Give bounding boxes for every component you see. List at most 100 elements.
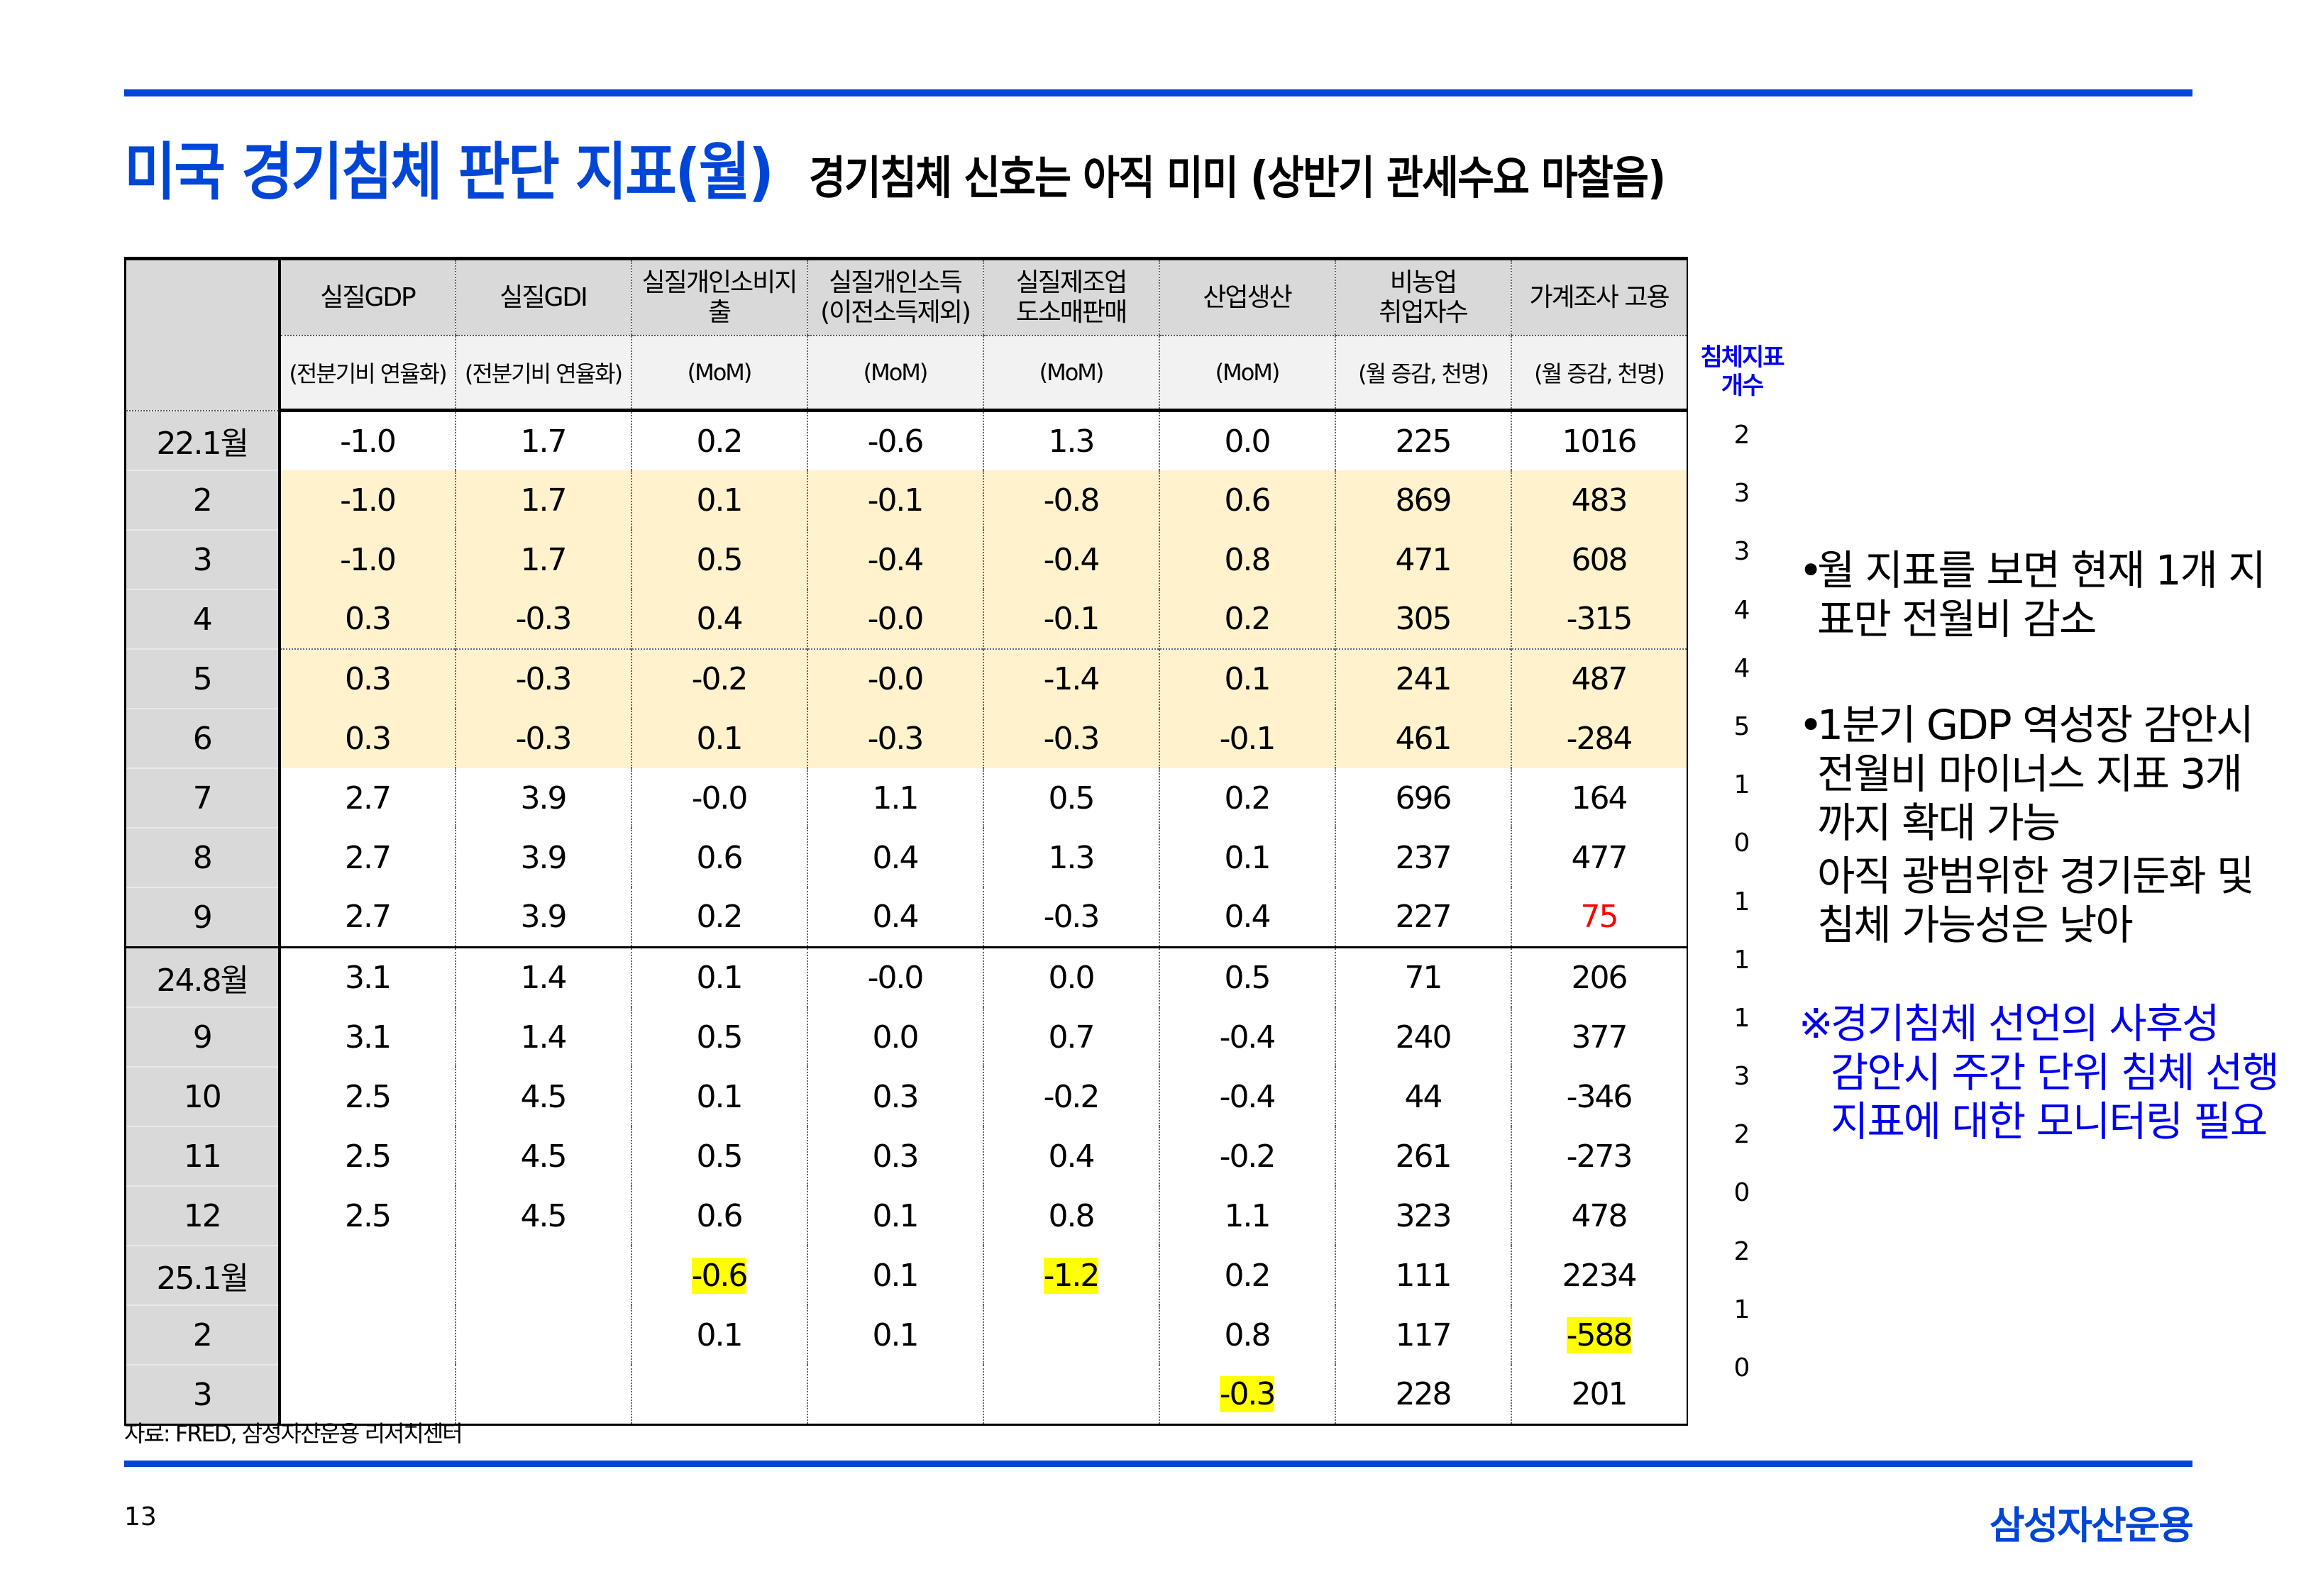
- table-row: 3 -1.0 1.7 0.5 -0.4 -0.4 0.8 471 608: [124, 530, 1688, 590]
- table-cell: [280, 1246, 456, 1305]
- table-cell: -0.4: [1158, 1007, 1335, 1067]
- recession-count: 1: [1733, 887, 1750, 916]
- cell-value: -0.4: [1219, 1019, 1276, 1055]
- table-cell: 2.5: [280, 1126, 456, 1186]
- table-cell: 0.4: [806, 828, 983, 887]
- cell-value: 0.3: [872, 1078, 920, 1115]
- cell-value: 71: [1404, 960, 1443, 996]
- table-row: 10 2.5 4.5 0.1 0.3 -0.2 -0.4 44 -346: [124, 1067, 1688, 1127]
- cell-value: -0.4: [1219, 1078, 1276, 1115]
- table-cell: 240: [1334, 1007, 1511, 1067]
- cell-value: -1.0: [340, 541, 397, 578]
- table-cell: 225: [1334, 410, 1511, 470]
- table-row: 11 2.5 4.5 0.5 0.3 0.4 -0.2 261 -273: [124, 1126, 1688, 1187]
- cell-value: 1.3: [1048, 839, 1096, 876]
- cell-value: 377: [1571, 1019, 1628, 1055]
- column-header: 실질GDI: [454, 257, 631, 336]
- cell-value: 471: [1395, 541, 1452, 578]
- table-cell: 44: [1334, 1067, 1511, 1126]
- recession-count-header: 침체지표 개수: [1700, 343, 1784, 400]
- recession-count: 4: [1733, 653, 1750, 683]
- table-cell: 117: [1334, 1305, 1511, 1365]
- table-cell: -0.1: [1158, 709, 1335, 768]
- cell-value: 477: [1571, 839, 1628, 876]
- bullet-2-text: 1분기 GDP 역성장 감안시 전월비 마이너스 지표 3개 까지 확대 가능: [1817, 701, 2254, 847]
- bullet-icon: •: [1799, 701, 1823, 749]
- cell-value: -1.0: [340, 423, 397, 460]
- bullet-1-text: 월 지표를 보면 현재 1개 지 표만 전월비 감소: [1817, 546, 2266, 643]
- table-cell: -315: [1510, 589, 1688, 649]
- table-cell: 377: [1510, 1007, 1688, 1067]
- cell-value: -0.0: [691, 780, 749, 816]
- cell-value: 0.3: [345, 661, 392, 697]
- table-cell: -0.6: [630, 1246, 807, 1305]
- table-cell: -346: [1510, 1067, 1688, 1126]
- table-cell: -0.3: [454, 648, 631, 709]
- table-cell: 1.4: [454, 946, 631, 1007]
- cell-value: -588: [1566, 1317, 1633, 1353]
- cell-value: 1016: [1562, 423, 1638, 460]
- table-row: 2 0.1 0.1 0.8 117 -588: [124, 1305, 1688, 1365]
- cell-value: 0.5: [696, 1019, 744, 1055]
- cell-value: 323: [1395, 1197, 1452, 1234]
- cell-value: 0.1: [696, 720, 744, 757]
- column-unit: (전분기비 연율화): [454, 336, 631, 412]
- cell-value: 3.9: [520, 780, 568, 816]
- table-cell: [454, 1305, 631, 1365]
- table-cell: -0.6: [806, 410, 983, 470]
- table-cell: 1.1: [1158, 1186, 1335, 1246]
- cell-value: 0.2: [1224, 601, 1271, 637]
- column-unit: (전분기비 연율화): [279, 336, 456, 412]
- table-cell: 1.7: [454, 530, 631, 589]
- cell-value: 0.3: [872, 1138, 920, 1175]
- table-cell: -0.3: [806, 709, 983, 768]
- table-cell: -0.2: [1158, 1126, 1335, 1186]
- table-cell: 228: [1334, 1365, 1511, 1426]
- cell-value: 2.5: [345, 1197, 392, 1234]
- cell-value: -0.0: [867, 661, 925, 697]
- table-cell: 0.3: [806, 1126, 983, 1186]
- table-cell: [279, 1365, 456, 1426]
- cell-value: 1.1: [1224, 1197, 1271, 1234]
- recession-count: 0: [1733, 829, 1750, 858]
- cell-value: -0.1: [1043, 601, 1100, 637]
- table-cell: 323: [1334, 1186, 1511, 1246]
- cell-value: 2.7: [345, 839, 392, 876]
- table-cell: 2.5: [280, 1067, 456, 1126]
- table-cell: 608: [1510, 530, 1688, 589]
- cell-value: 2234: [1562, 1257, 1638, 1294]
- cell-value: -0.2: [1219, 1138, 1276, 1175]
- cell-value: 608: [1571, 541, 1628, 578]
- page-number: 13: [124, 1502, 157, 1531]
- table-cell: -1.0: [279, 470, 456, 530]
- cell-value: 305: [1395, 601, 1452, 637]
- cell-value: 0.1: [872, 1317, 920, 1353]
- table-cell: 0.8: [1158, 1305, 1335, 1365]
- cell-value: 0.4: [872, 839, 920, 876]
- table-cell: 483: [1510, 470, 1688, 530]
- recession-indicator-table: 실질GDP 실질GDI 실질개인소비지출 실질개인소득 (이전소득제외) 실질제조업 도…: [124, 257, 1688, 1426]
- cell-value: 2.5: [345, 1138, 392, 1175]
- recession-count: 1: [1733, 770, 1750, 800]
- table-cell: 471: [1334, 530, 1511, 589]
- recession-count-column: 2 3 3 4 4 5 1 0 1 1 1 3 2 0 2 1 0: [1703, 406, 1781, 1397]
- table-cell: -0.3: [454, 709, 631, 768]
- table-cell: -284: [1510, 709, 1688, 768]
- cell-value: 206: [1571, 960, 1628, 996]
- cell-value: 0.0: [1224, 423, 1271, 460]
- table-cell: -0.1: [982, 589, 1159, 649]
- cell-value: 0.1: [1224, 661, 1271, 697]
- cell-value: 4.5: [520, 1138, 568, 1175]
- row-label: 4: [124, 589, 281, 650]
- page-title: 미국 경기침체 판단 지표(월): [124, 135, 774, 209]
- cell-value: 1.4: [520, 1019, 568, 1055]
- cell-value: 240: [1395, 1019, 1452, 1055]
- cell-value: 0.6: [696, 1197, 744, 1234]
- table-cell: -0.1: [806, 470, 983, 530]
- column-header: 비농업 취업자수: [1334, 257, 1511, 336]
- table-cell: 0.4: [630, 589, 807, 649]
- table-cell: 461: [1334, 709, 1511, 768]
- cell-value: 0.4: [1224, 899, 1271, 935]
- cell-value: 75: [1580, 899, 1619, 935]
- cell-value: 0.5: [1224, 960, 1271, 996]
